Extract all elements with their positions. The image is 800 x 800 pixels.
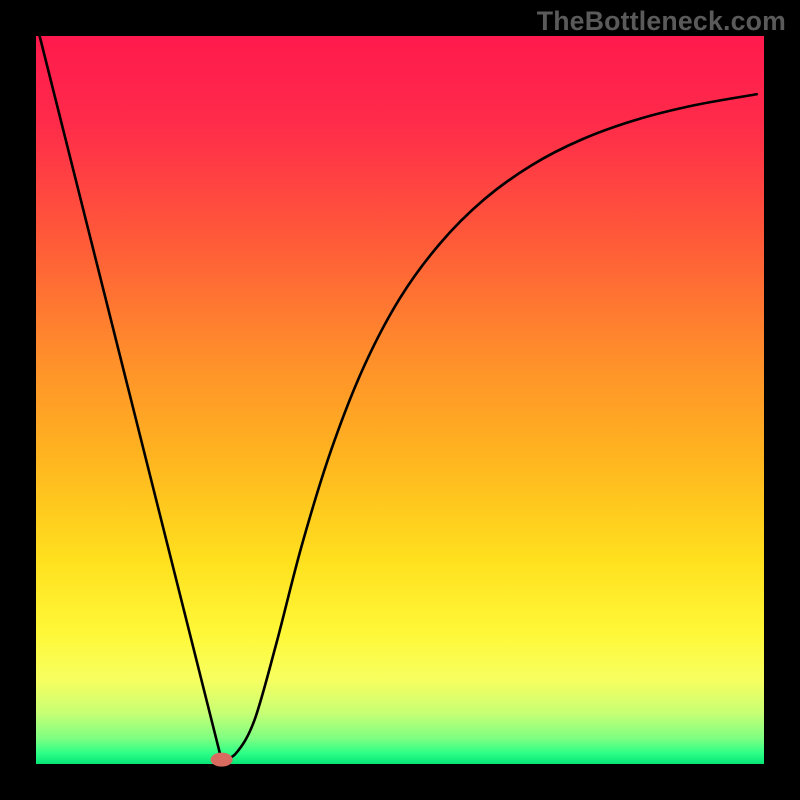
plot-gradient-background — [36, 36, 764, 764]
chart-frame: TheBottleneck.com — [0, 0, 800, 800]
bottleneck-chart — [0, 0, 800, 800]
watermark-text: TheBottleneck.com — [537, 6, 786, 37]
optimum-marker — [211, 753, 233, 767]
